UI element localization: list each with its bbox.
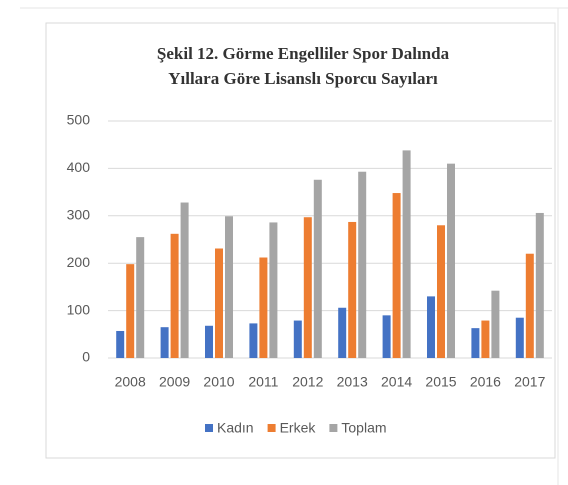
bar: [136, 237, 145, 358]
x-tick-label: 2009: [159, 374, 190, 390]
bar: [269, 222, 278, 358]
chart-title: Şekil 12. Görme Engelliler Spor Dalında: [157, 44, 450, 63]
legend-swatch: [329, 424, 338, 432]
bar: [160, 327, 169, 358]
bar: [491, 290, 500, 358]
bar: [402, 150, 411, 358]
bar: [392, 193, 401, 358]
x-tick-label: 2015: [425, 374, 456, 390]
bar: [338, 307, 347, 358]
x-tick-label: 2010: [203, 374, 234, 390]
y-tick-label: 500: [67, 112, 91, 128]
bar: [116, 330, 125, 358]
bar: [170, 233, 179, 358]
x-tick-label: 2008: [115, 374, 146, 390]
bar: [348, 221, 357, 358]
chart-title: Yıllara Göre Lisanslı Sporcu Sayıları: [168, 69, 438, 88]
x-tick-label: 2016: [470, 374, 501, 390]
bar: [259, 257, 268, 358]
bar: [471, 328, 480, 358]
bar: [225, 216, 233, 358]
bar: [303, 217, 312, 358]
bar: [313, 179, 322, 358]
bar: [293, 320, 302, 358]
legend-swatch: [205, 424, 213, 432]
chart-area: [45, 22, 556, 459]
bar: [382, 315, 391, 358]
legend-label: Toplam: [341, 420, 386, 436]
x-tick-label: 2011: [248, 374, 278, 390]
bar: [205, 325, 213, 358]
bar: [427, 296, 435, 358]
y-tick-label: 300: [67, 207, 91, 223]
bar: [525, 253, 534, 358]
x-tick-label: 2014: [381, 374, 412, 390]
y-tick-label: 200: [67, 254, 91, 270]
legend-label: Kadın: [217, 420, 254, 436]
bar: [481, 320, 490, 358]
bar: [180, 202, 189, 358]
y-tick-label: 100: [67, 301, 91, 317]
bar: [126, 264, 135, 358]
bar: [249, 323, 258, 358]
bar: [515, 317, 524, 358]
y-tick-label: 400: [67, 159, 91, 175]
x-tick-label: 2012: [292, 374, 323, 390]
x-tick-label: 2017: [514, 374, 545, 390]
bar: [535, 212, 544, 358]
bar: [437, 225, 445, 358]
y-tick-label: 0: [82, 349, 90, 365]
bar: [358, 171, 367, 358]
bar: [447, 163, 455, 358]
legend-label: Erkek: [280, 420, 317, 436]
legend-swatch: [267, 424, 276, 432]
bar: [215, 248, 223, 358]
x-tick-label: 2013: [337, 374, 368, 390]
